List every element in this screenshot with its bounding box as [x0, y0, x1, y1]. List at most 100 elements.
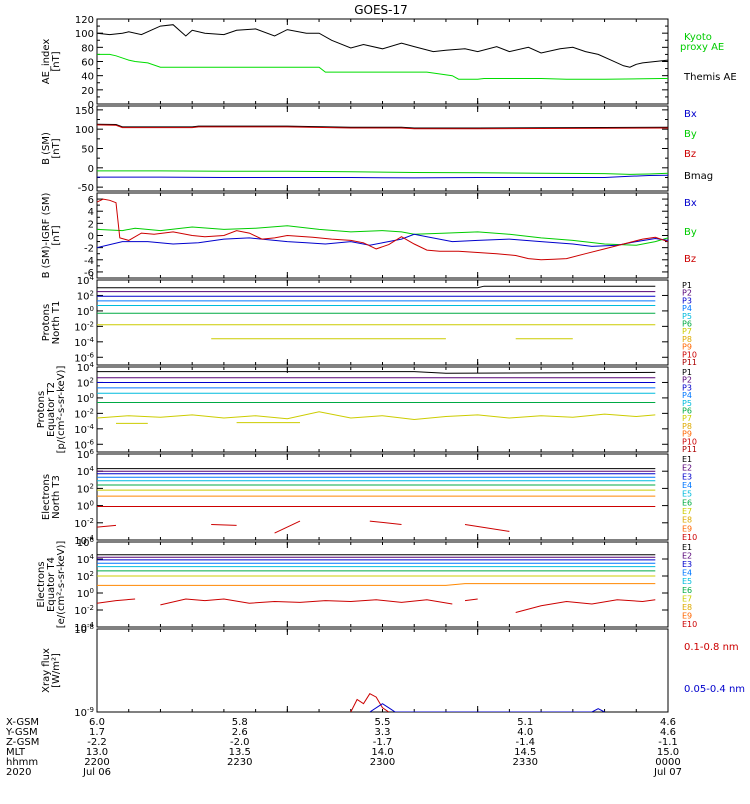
series-line-bsm-bz	[97, 124, 668, 130]
x-row-label-5: 2020	[6, 767, 31, 778]
y-tick-label-en-0-base: 10	[77, 450, 90, 461]
y-tick-label-en-4-base: 10	[74, 519, 87, 530]
y-axis-label-pe-0: Protons	[36, 391, 47, 428]
y-tick-label-pe-2: 100	[77, 392, 94, 405]
legend-entry-en-1: E2	[682, 464, 692, 473]
x-row-label-0: X-GSM	[6, 717, 39, 728]
x-row-value-2-4: -1.1	[658, 737, 678, 748]
y-tick-label-en-2-exp: 2	[90, 482, 94, 490]
y-tick-label-ae-3: 60	[81, 58, 94, 69]
y-tick-label-pn-4-base: 10	[74, 338, 87, 349]
y-axis-label-en-1: North T3	[51, 475, 62, 519]
y-tick-label-en-1-exp: 4	[90, 465, 95, 473]
y-tick-label-pe-0: 104	[77, 361, 95, 374]
y-tick-label-ee-2: 102	[77, 570, 94, 583]
panel-bsm: -50 0 50 100 150 B (SM) [nT] Bx By Bz Bmag	[41, 105, 713, 194]
y-axis-label-pn-0: Protons	[41, 304, 52, 341]
y-tick-label-xray-1: 10-9	[74, 706, 94, 719]
y-tick-label-xray-0-base: 10	[74, 625, 87, 636]
y-tick-label-en-4-exp: -2	[87, 517, 94, 525]
x-row-value-1-1: 2.6	[232, 727, 248, 738]
legend-entry-en-6: E7	[682, 507, 692, 516]
legend-entry-pe-3: P4	[682, 391, 692, 400]
panel-frame-pe	[96, 366, 669, 453]
y-tick-label-en-2: 102	[77, 482, 94, 495]
series-line-ee-e9a	[97, 598, 136, 604]
x-row-value-1-2: 3.3	[375, 727, 391, 738]
y-tick-label-en-4: 10-2	[74, 517, 94, 530]
y-tick-label-pn-3: 10-2	[74, 320, 94, 333]
y-tick-label-en-0: 106	[77, 448, 95, 461]
y-tick-label-xray-0: 10-8	[74, 623, 94, 636]
y-tick-label-ee-0-base: 10	[77, 538, 90, 549]
panel-frame-xray	[96, 628, 669, 713]
y-tick-label-pe-1-base: 10	[77, 378, 90, 389]
y-tick-label-en-5: 10-4	[74, 534, 94, 547]
y-tick-label-en-0-exp: 6	[90, 448, 95, 456]
y-axis-label-bsm-0: B (SM)	[41, 132, 52, 165]
legend-entry-pn-4: P5	[682, 312, 692, 321]
y-tick-label-ae-0: 0	[88, 100, 94, 111]
x-row-label-1: Y-GSM	[5, 727, 38, 738]
x-row-value-0-0: 6.0	[89, 717, 105, 728]
x-row-value-0-4: 4.6	[660, 717, 676, 728]
y-tick-label-pe-1-exp: 2	[90, 376, 94, 384]
x-row-value-3-1: 13.5	[229, 747, 251, 758]
x-row-label-4: hhmm	[6, 757, 38, 768]
series-line-en-e10b	[211, 524, 237, 526]
series-line-pn-p1	[97, 285, 656, 289]
y-tick-label-bsm-3: 100	[75, 125, 94, 136]
y-tick-label-ee-5-exp: -4	[87, 621, 95, 629]
y-tick-label-db-6: 6	[88, 195, 94, 206]
y-tick-label-pn-4: 10-4	[74, 336, 94, 349]
y-axis-label-db-0: B (SM)-IGRF (SM)	[41, 193, 52, 279]
x-row-value-4-4: 0000	[655, 757, 680, 768]
y-tick-label-ee-4-exp: -2	[87, 604, 94, 612]
panel-frame-pn	[96, 279, 669, 366]
series-line-ee-e8	[97, 583, 656, 586]
series-line-en-e10d	[369, 520, 402, 525]
y-tick-label-ae-2: 40	[81, 72, 94, 83]
series-line-en-e10e	[464, 524, 510, 532]
legend-entry-pe-10: P11	[682, 445, 697, 454]
legend-entry-pe-8: P9	[682, 430, 692, 439]
legend-entry-ee-4: E5	[682, 577, 692, 586]
y-axis-label-xray-1: [W/m²]	[51, 653, 62, 688]
legend-entry-bsm-0: Bx	[684, 109, 697, 120]
legend-entry-en-5: E6	[682, 498, 692, 507]
y-tick-label-ee-4: 10-2	[74, 604, 94, 617]
y-tick-label-ee-2-base: 10	[77, 572, 90, 583]
legend-entry-ee-9: E10	[682, 620, 697, 629]
y-tick-label-en-3-base: 10	[77, 502, 90, 513]
legend-entry-en-8: E9	[682, 524, 692, 533]
series-line-db-by	[97, 225, 668, 246]
series-group-ae	[97, 24, 668, 80]
y-tick-label-pe-4: 10-4	[74, 423, 94, 436]
panel-frame-bsm	[96, 105, 669, 192]
y-tick-label-en-3-exp: 0	[90, 500, 94, 508]
x-row-value-0-2: 5.5	[375, 717, 391, 728]
legend-entry-en-2: E3	[682, 472, 692, 481]
y-tick-label-ee-3-exp: 0	[90, 587, 94, 595]
y-tick-label-ae-4: 80	[81, 43, 94, 54]
legend-entry-db-1: By	[684, 227, 697, 238]
x-row-value-4-3: 2330	[513, 757, 538, 768]
legend-entry-bsm-1: By	[684, 129, 697, 140]
x-row-value-2-1: -2.0	[230, 737, 250, 748]
y-tick-label-pn-4-exp: -4	[87, 336, 95, 344]
y-tick-label-bsm-2: 50	[81, 145, 94, 156]
series-group-ee	[97, 554, 656, 613]
legend-entry-en-3: E4	[682, 481, 692, 490]
series-group-en	[97, 468, 656, 534]
series-line-ee-e9d	[515, 599, 656, 613]
y-axis-label-pe-2: [p/(cm²-s-sr-keV)]	[56, 366, 67, 454]
y-tick-label-pn-0-base: 10	[77, 276, 90, 287]
y-tick-label-pe-2-exp: 0	[90, 392, 94, 400]
series-line-ae-kyoto-proxy-ae	[97, 53, 668, 80]
